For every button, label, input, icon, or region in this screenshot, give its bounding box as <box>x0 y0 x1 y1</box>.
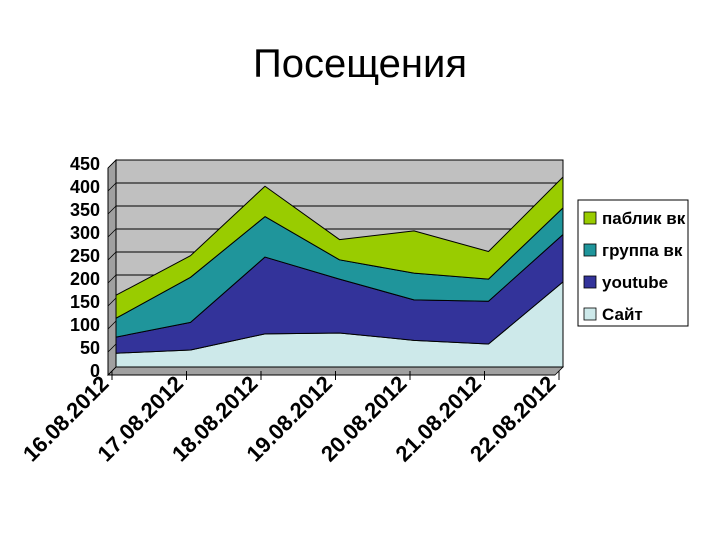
y-tick-label: 300 <box>70 223 100 243</box>
gridline-depth <box>107 297 117 307</box>
legend-label: паблик вк <box>602 209 686 228</box>
y-tick-label: 250 <box>70 246 100 266</box>
gridline-depth <box>107 343 117 353</box>
legend-label: группа вк <box>602 241 683 260</box>
gridline-depth <box>107 320 117 330</box>
plot-side-wall <box>107 159 117 376</box>
legend-swatch <box>583 307 597 321</box>
y-tick-label: 400 <box>70 177 100 197</box>
legend-label: Сайт <box>602 305 643 324</box>
gridline-depth <box>107 228 117 238</box>
area-vk-public <box>115 176 564 319</box>
gridline-depth <box>107 205 117 215</box>
y-tick-label: 150 <box>70 292 100 312</box>
y-tick-label: 450 <box>70 154 100 174</box>
y-tick-label: 0 <box>90 361 100 381</box>
legend-swatch <box>583 275 597 289</box>
y-tick-label: 350 <box>70 200 100 220</box>
gridline-depth <box>107 274 117 284</box>
legend: паблик вк группа вк youtube Сайт <box>577 199 689 327</box>
legend-swatch <box>583 243 597 257</box>
gridline-depth <box>107 182 117 192</box>
chart-title: Посещения <box>252 42 468 86</box>
y-tick-label: 100 <box>70 315 100 335</box>
gridline-depth <box>107 159 117 169</box>
y-tick-label: 50 <box>80 338 100 358</box>
y-tick-label: 200 <box>70 269 100 289</box>
gridline-depth <box>107 251 117 261</box>
legend-label: youtube <box>602 273 668 292</box>
legend-swatch <box>583 211 597 225</box>
